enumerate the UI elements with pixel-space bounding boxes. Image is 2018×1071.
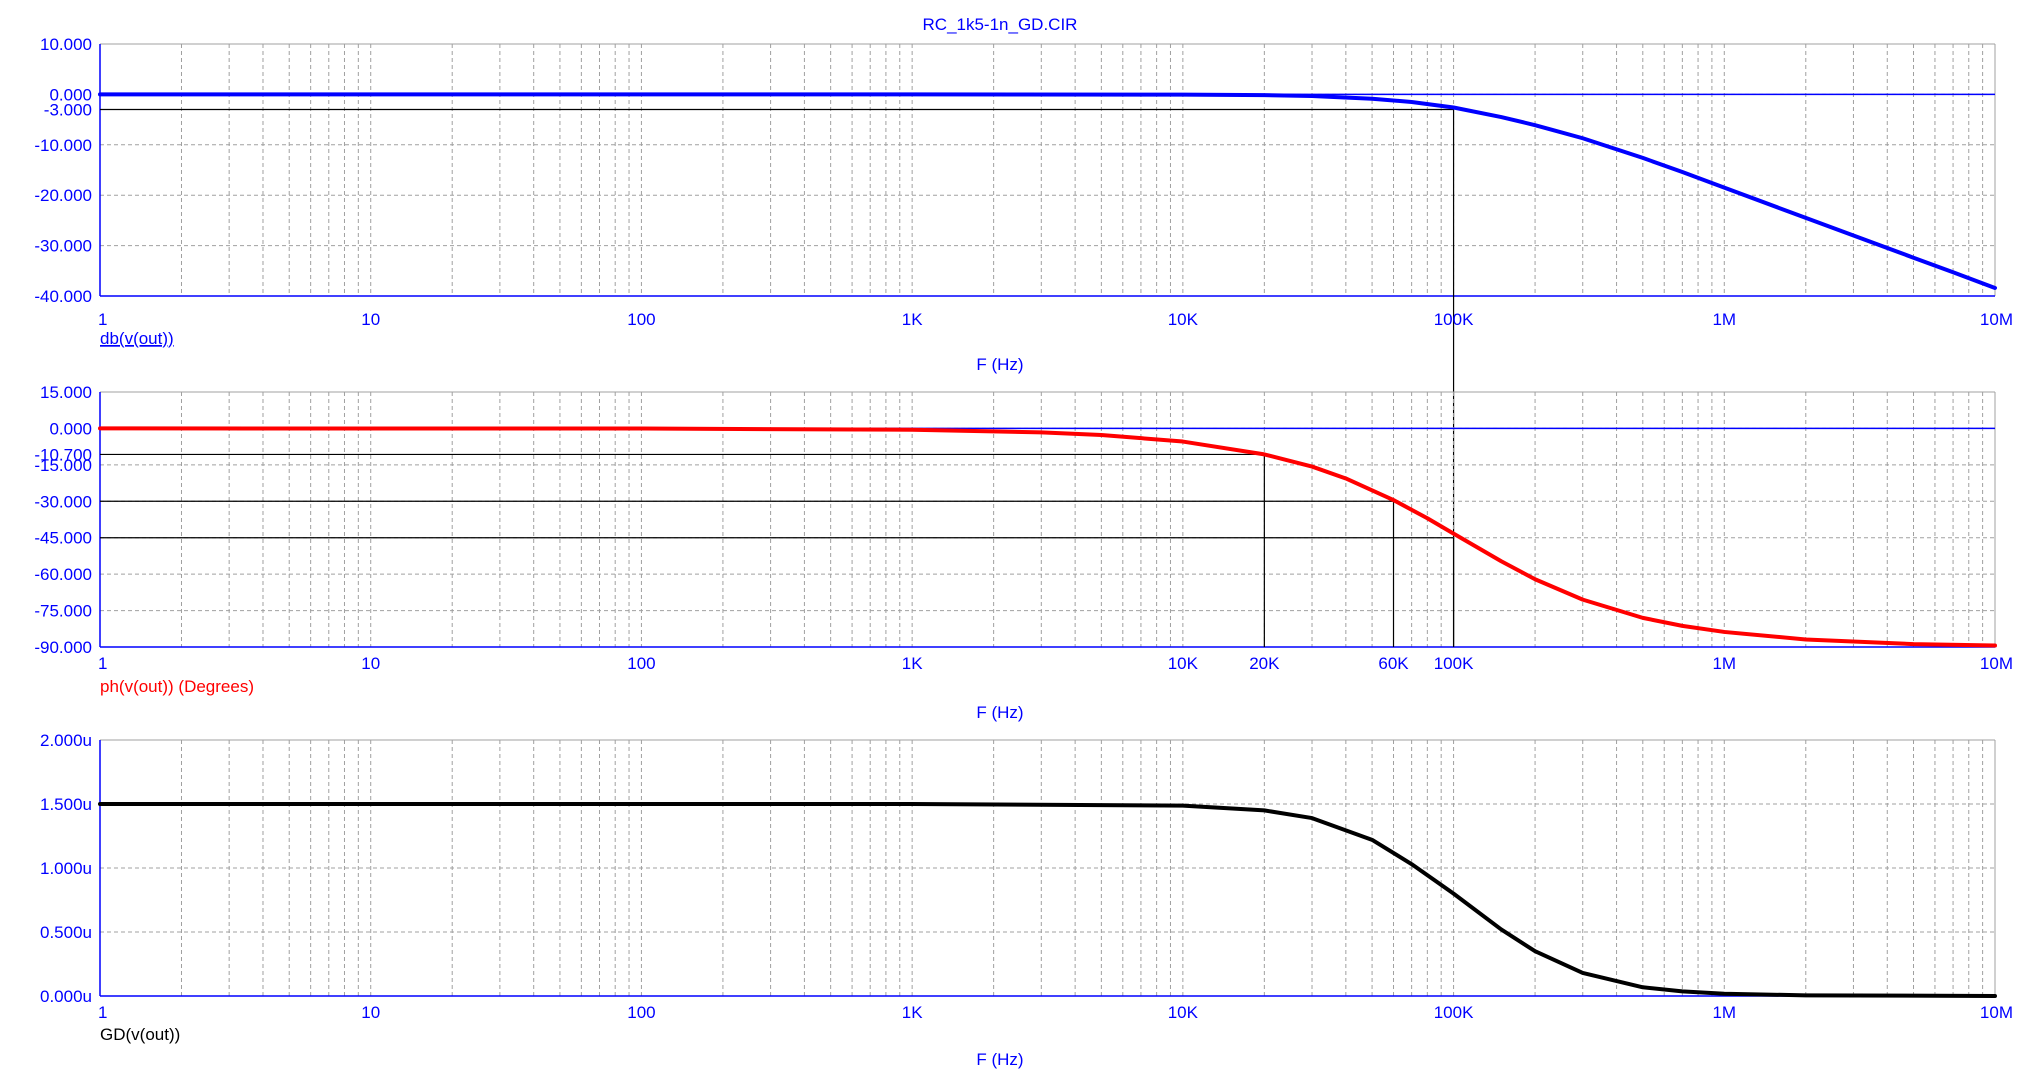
y-tick-label: 2.000u <box>40 731 92 750</box>
x-tick-label: 10K <box>1168 654 1199 673</box>
x-tick-label: 10 <box>361 654 380 673</box>
y-tick-label: 1.000u <box>40 859 92 878</box>
y-tick-label: -20.000 <box>34 186 92 205</box>
y-variable-label: ph(v(out)) (Degrees) <box>100 677 254 696</box>
y-tick-label: -30.000 <box>34 492 92 511</box>
x-tick-label: 100K <box>1434 310 1474 329</box>
x-tick-label: 1K <box>902 1003 923 1022</box>
y-tick-label: 1.500u <box>40 795 92 814</box>
x-tick-label: 1K <box>902 310 923 329</box>
x-tick-label: 1 <box>98 310 107 329</box>
y-tick-label: -40.000 <box>34 287 92 306</box>
y-tick-label: 0.000 <box>49 419 92 438</box>
y-tick-label: -90.000 <box>34 638 92 657</box>
y-tick-label: -60.000 <box>34 565 92 584</box>
x-tick-label: 1 <box>98 1003 107 1022</box>
x-tick-label: 10M <box>1980 310 2013 329</box>
y-tick-label: -3.000 <box>44 101 92 120</box>
x-tick-label: 1M <box>1712 310 1736 329</box>
y-variable-label: db(v(out)) <box>100 329 174 348</box>
series-line <box>98 426 1997 648</box>
x-tick-label: 100K <box>1434 1003 1474 1022</box>
y-tick-label: -30.000 <box>34 237 92 256</box>
series-line <box>98 92 1997 290</box>
x-tick-label: 10 <box>361 1003 380 1022</box>
y-tick-label: -10.000 <box>34 136 92 155</box>
x-tick-label: 1 <box>98 654 107 673</box>
y-tick-label: -10.700 <box>34 445 92 464</box>
y-tick-label: 0.000 <box>49 85 92 104</box>
x-tick-label: 10M <box>1980 654 2013 673</box>
x-tick-label: 1M <box>1712 1003 1736 1022</box>
y-tick-label: 10.000 <box>40 35 92 54</box>
x-tick-label: 1M <box>1712 654 1736 673</box>
x-tick-label: 10K <box>1168 310 1199 329</box>
y-variable-label: GD(v(out)) <box>100 1025 180 1044</box>
y-tick-label: -45.000 <box>34 529 92 548</box>
plot-3: 2.000u 1.500u 1.000u 0.500u 0.000u 1 10 100 1K 10… <box>40 731 2013 1069</box>
x-axis-label: F (Hz) <box>976 355 1023 374</box>
x-tick-label: 100K <box>1434 654 1474 673</box>
x-tick-label: 10M <box>1980 1003 2013 1022</box>
x-tick-label: 1K <box>902 654 923 673</box>
marker-label: 20K <box>1249 654 1280 673</box>
series-line <box>98 802 1997 998</box>
marker-label: 60K <box>1378 654 1409 673</box>
x-axis-label: F (Hz) <box>976 703 1023 722</box>
y-tick-label: -15.000 <box>34 456 92 475</box>
plot-2: 15.000 0.000 -10.700-15.000 -30.000 -45.000 -… <box>34 383 2013 722</box>
x-tick-label: 100 <box>627 654 655 673</box>
x-tick-label: 10 <box>361 310 380 329</box>
window-title: RC_1k5-1n_GD.CIR <box>923 15 1078 34</box>
y-tick-label: 15.000 <box>40 383 92 402</box>
x-tick-label: 100 <box>627 310 655 329</box>
x-tick-label: 10K <box>1168 1003 1199 1022</box>
y-tick-label: 0.500u <box>40 923 92 942</box>
plot-1: 10.0000.000-3.000-10.000-20.000-30.000-4… <box>34 35 2013 647</box>
x-tick-label: 100 <box>627 1003 655 1022</box>
y-tick-label: 0.000u <box>40 987 92 1006</box>
y-tick-label: -75.000 <box>34 602 92 621</box>
x-axis-label: F (Hz) <box>976 1050 1023 1069</box>
